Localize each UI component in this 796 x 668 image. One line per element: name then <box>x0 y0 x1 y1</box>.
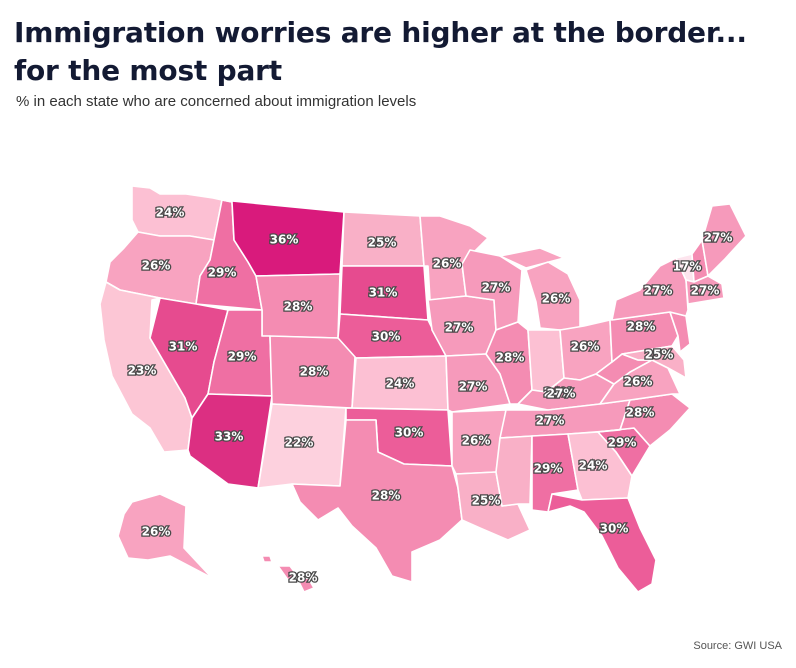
label-ks: 24% <box>386 377 415 391</box>
label-ga: 24% <box>579 459 608 473</box>
label-va: 26% <box>624 375 653 389</box>
label-ma: 27% <box>691 284 720 298</box>
label-or: 26% <box>142 259 171 273</box>
state-az[interactable] <box>187 393 273 489</box>
label-co: 28% <box>300 365 329 379</box>
label-wa: 24% <box>156 206 185 220</box>
label-nm: 22% <box>285 436 314 450</box>
state-ma[interactable] <box>685 275 725 305</box>
label-ne: 30% <box>372 330 401 344</box>
title-line-2: for the most part <box>14 54 282 87</box>
state-hi[interactable] <box>261 555 315 593</box>
state-ms[interactable] <box>495 435 533 507</box>
title-line-1: Immigration worries are higher at the bo… <box>14 16 747 49</box>
label-pa: 28% <box>627 320 656 334</box>
label-ia: 27% <box>445 321 474 335</box>
state-shapes <box>99 185 747 593</box>
state-me[interactable] <box>701 203 747 277</box>
state-ak[interactable] <box>117 493 213 579</box>
chart-title: Immigration worries are higher at the bo… <box>14 14 784 90</box>
source-note: Source: GWI USA <box>693 640 782 652</box>
label-nd: 25% <box>368 236 397 250</box>
label-id: 29% <box>208 266 237 280</box>
label-nv: 31% <box>169 340 198 354</box>
label-mt: 36% <box>270 233 299 247</box>
label-mn: 26% <box>433 257 462 271</box>
label-ok: 30% <box>395 426 424 440</box>
label-fl: 30% <box>600 522 629 536</box>
label-ak: 26% <box>142 525 171 539</box>
label-il: 28% <box>496 351 525 365</box>
label-mo: 27% <box>459 380 488 394</box>
state-fl[interactable] <box>547 493 657 593</box>
label-nc: 28% <box>626 406 655 420</box>
label-sc: 29% <box>608 436 637 450</box>
label-az: 33% <box>215 430 244 444</box>
label-ut: 29% <box>228 350 257 364</box>
label-vt: 17% <box>673 260 702 274</box>
label-wy: 28% <box>284 300 313 314</box>
chart-subtitle: % in each state who are concerned about … <box>16 93 417 110</box>
label-ky: 27% <box>547 387 576 401</box>
label-me: 27% <box>704 231 733 245</box>
label-wi: 27% <box>482 281 511 295</box>
label-hi: 28% <box>289 571 318 585</box>
label-al: 29% <box>534 462 563 476</box>
label-sd: 31% <box>369 286 398 300</box>
label-ny: 27% <box>644 284 673 298</box>
label-in: 24% <box>544 386 573 400</box>
label-la: 25% <box>472 494 501 508</box>
label-ca: 23% <box>128 364 157 378</box>
state-tx[interactable] <box>291 419 463 583</box>
label-md: 25% <box>645 348 674 362</box>
label-tx: 28% <box>372 489 401 503</box>
label-oh: 26% <box>571 340 600 354</box>
label-tn: 27% <box>536 414 565 428</box>
state-value-labels: 24% 26% 23% 29% 31% 36% 28% 29% 33% 28% … <box>126 204 733 586</box>
label-ar: 26% <box>462 434 491 448</box>
state-md[interactable] <box>621 345 687 379</box>
label-mi: 26% <box>542 292 571 306</box>
